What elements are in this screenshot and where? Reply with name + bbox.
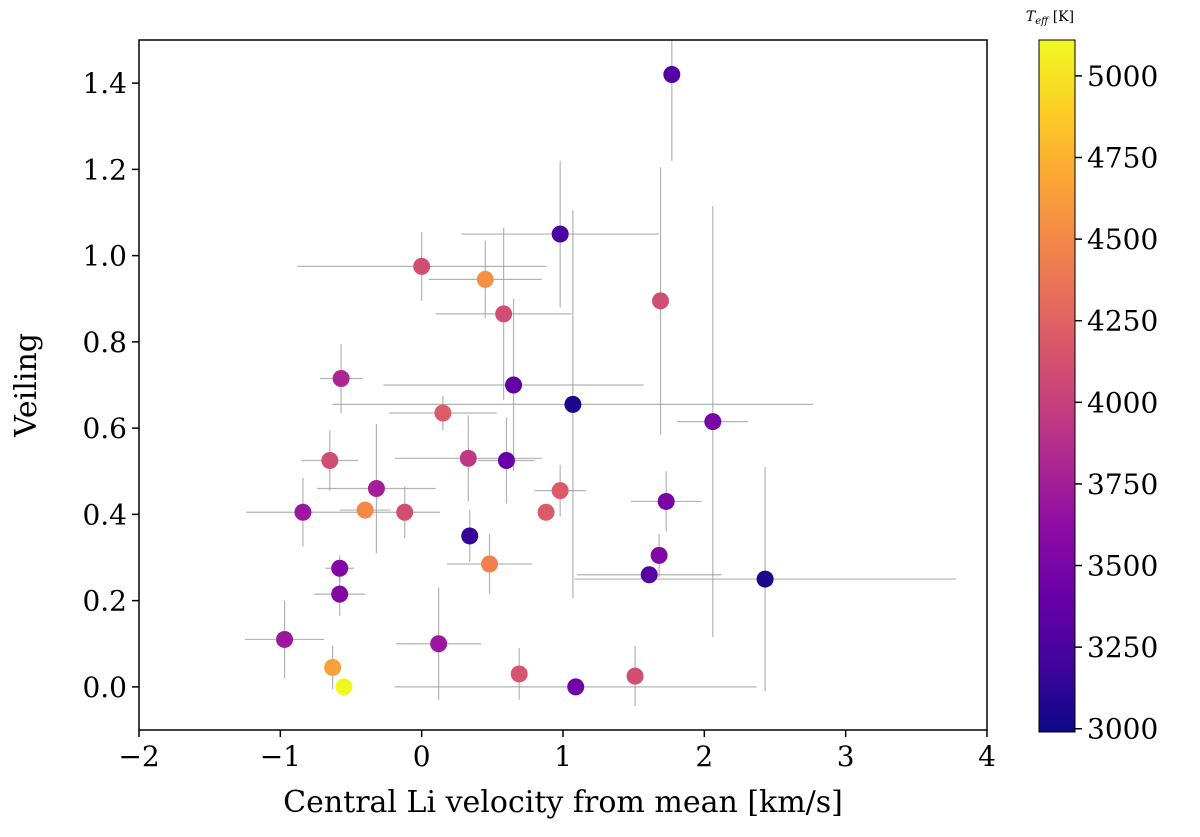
scatter-point: [335, 678, 353, 696]
scatter-point: [495, 305, 513, 323]
x-tick-label: −1: [260, 740, 301, 773]
scatter-point: [476, 270, 494, 288]
colorbar-tick-label: 3500: [1087, 550, 1158, 583]
colorbar-frame: [1038, 39, 1076, 733]
x-tick-label: 3: [837, 740, 855, 773]
scatter-point: [567, 678, 585, 696]
scatter-point: [367, 480, 385, 497]
x-tick-label: 2: [695, 740, 713, 773]
colorbar: 3000 3250 3500 3750 4000 4250 4500 4750 5000 Tef…: [1026, 9, 1158, 746]
scatter-point: [413, 257, 431, 275]
scatter-point: [510, 665, 528, 683]
scatter-point: [321, 451, 339, 469]
scatter-point: [294, 503, 312, 521]
scatter-point: [396, 503, 414, 521]
scatter-point: [497, 451, 515, 469]
colorbar-tick-label: 3000: [1087, 713, 1158, 746]
scatter-point: [332, 370, 350, 388]
error-bars: [245, 40, 956, 707]
scatter-point: [650, 546, 668, 564]
colorbar-tick-label: 5000: [1087, 60, 1158, 93]
scatter-point: [657, 492, 675, 510]
colorbar-title: Teff [K]: [1026, 9, 1074, 27]
scatter-point: [324, 658, 342, 676]
colorbar-ticks: 3000 3250 3500 3750 4000 4250 4500 4750 5000: [1075, 60, 1158, 746]
colorbar-tick-label: 4750: [1087, 142, 1158, 175]
scatter-point: [756, 570, 774, 588]
y-tick-label: 0.8: [82, 326, 127, 359]
scatter-point: [652, 292, 670, 310]
scatter-point: [537, 503, 555, 521]
y-tick-label: 0.4: [82, 498, 127, 531]
scatter-point: [430, 635, 448, 653]
y-tick-label: 1.4: [82, 67, 127, 100]
scatter-point: [356, 501, 374, 519]
colorbar-tick-label: 3250: [1087, 631, 1158, 664]
colorbar-tick-label: 3750: [1087, 468, 1158, 501]
x-tick-label: 4: [978, 740, 996, 773]
scatter-point: [331, 559, 349, 577]
scatter-point: [564, 395, 582, 413]
colorbar-tick-label: 4500: [1087, 223, 1158, 256]
x-tick-label: −2: [118, 740, 159, 773]
colorbar-tick-label: 4250: [1087, 305, 1158, 338]
x-axis-label: Central Li velocity from mean [km/s]: [283, 785, 843, 820]
scatter-point: [505, 376, 523, 394]
scatter-point: [459, 449, 477, 467]
y-axis: 0.0 0.2 0.4 0.6 0.8 1.0 1.2 1.4: [82, 67, 139, 704]
y-tick-label: 0.0: [82, 671, 127, 704]
scatter-point: [461, 527, 479, 545]
y-tick-label: 1.0: [82, 240, 127, 273]
scatter-point: [551, 225, 569, 243]
scatter-point: [481, 555, 499, 573]
y-tick-label: 0.2: [82, 585, 127, 618]
scatter-point: [626, 667, 644, 685]
colorbar-gradient: [1039, 40, 1075, 732]
colorbar-tick-label: 4000: [1087, 386, 1158, 419]
scatter-point: [704, 413, 722, 431]
y-axis-label: Veiling: [9, 333, 44, 438]
data-points: [276, 66, 774, 696]
x-tick-label: 1: [554, 740, 572, 773]
x-axis: −2 −1 0 1 2 3 4: [118, 730, 996, 773]
scatter-point: [663, 66, 681, 83]
scatter-point: [551, 482, 569, 500]
y-tick-label: 1.2: [82, 153, 127, 186]
x-tick-label: 0: [413, 740, 431, 773]
scatter-point: [331, 585, 349, 603]
scatter-point: [276, 630, 294, 648]
scatter-point: [640, 566, 658, 584]
scatter-point: [434, 404, 452, 422]
y-tick-label: 0.6: [82, 412, 127, 445]
